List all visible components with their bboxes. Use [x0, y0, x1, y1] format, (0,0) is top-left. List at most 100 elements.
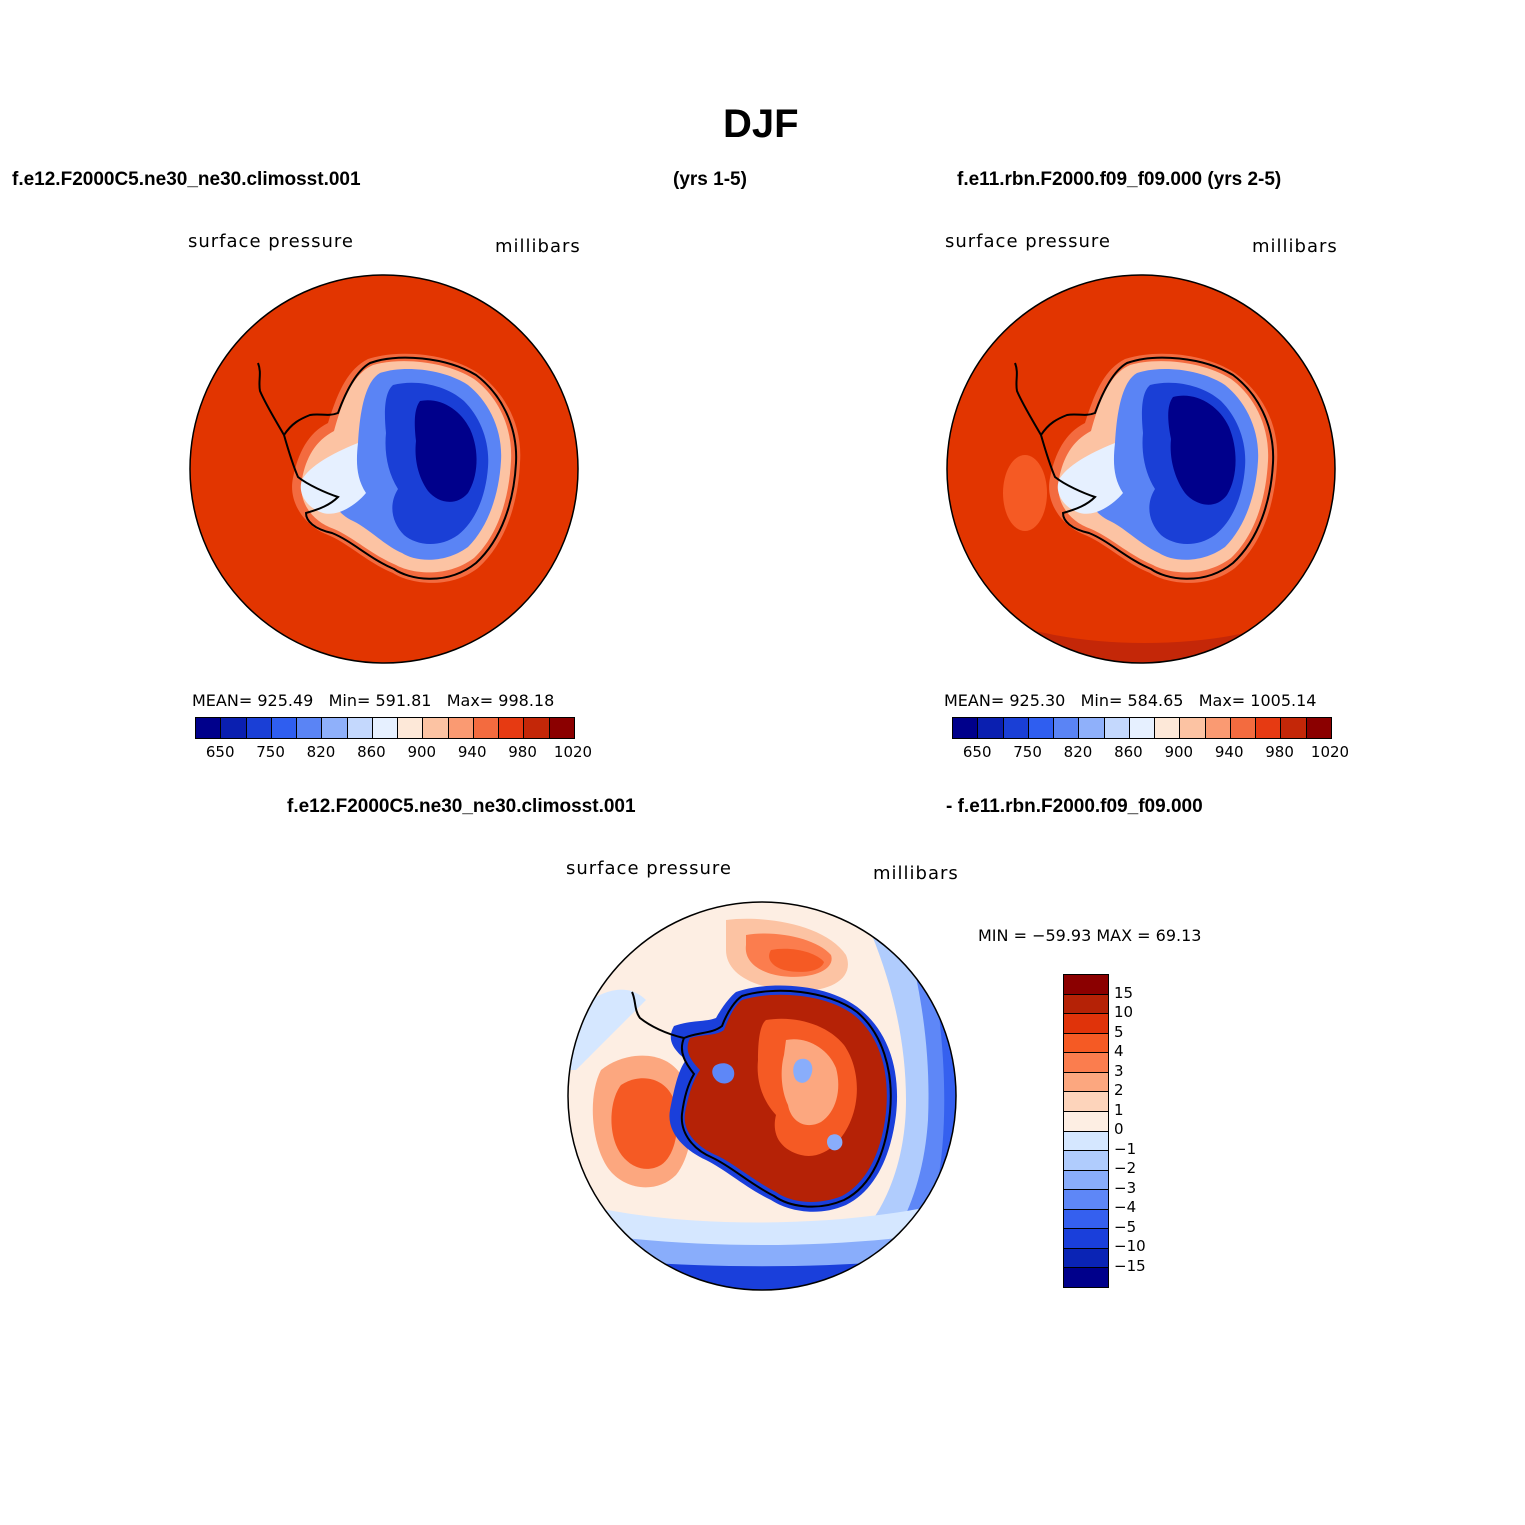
panel3-colorbar-swatch	[1064, 1170, 1108, 1191]
panel2-colorbar-tick-label: 860	[1114, 743, 1143, 761]
panel1-colorbar-swatch	[271, 718, 298, 738]
panel2-colorbar-tick-label: 900	[1164, 743, 1194, 761]
panel2-colorbar-swatch	[1256, 718, 1282, 738]
panel3-colorbar-swatch	[1064, 1111, 1108, 1132]
panel3-colorbar-tick-label: −5	[1114, 1217, 1137, 1236]
panel2-colorbar-tick-label: 1020	[1310, 743, 1350, 761]
panel3-colorbar-tick-label: 3	[1114, 1061, 1124, 1080]
panel3-colorbar-tick-label: 4	[1114, 1042, 1124, 1060]
panel1-colorbar-swatch	[499, 718, 525, 738]
panel1-colorbar-swatch	[423, 718, 449, 738]
panel1-colorbar-swatch	[448, 718, 474, 738]
panel2-colorbar-swatch	[978, 718, 1004, 738]
panel2-colorbar-swatch	[1028, 718, 1055, 738]
panel3-north-pos-core	[769, 948, 824, 972]
panel3-colorbar-tick-label: 2	[1114, 1081, 1124, 1099]
panel2-colorbar-tick-label: 980	[1265, 743, 1294, 761]
panel1-stats: MEAN= 925.49 Min= 591.81 Max= 998.18	[192, 691, 554, 710]
panel1-coastline	[282, 356, 518, 580]
panel1-colorbar-swatch	[221, 718, 247, 738]
panel3-colorbar-ticks: 15 10 5 4 3 2 1 0 −1 −2 −3 −4 −5 −10 −15	[1114, 974, 1174, 1286]
panel2-max-value: 1005.14	[1250, 691, 1317, 710]
top-left-years: (yrs 1-5)	[673, 169, 747, 190]
panel1-colorbar-swatch	[246, 718, 272, 738]
panel2-colorbar-swatch	[1155, 718, 1181, 738]
panel1-mean-value: 925.49	[257, 691, 314, 710]
panel1-max-value: 998.18	[498, 691, 555, 710]
panel1-colorbar-tick-label: 820	[306, 743, 336, 761]
panel2-colorbar	[952, 717, 1332, 739]
panel2-mean-value: 925.30	[1009, 691, 1066, 710]
panel3-colorbar-tick-label: −15	[1114, 1256, 1146, 1275]
panel3-units-label: millibars	[873, 863, 959, 884]
panel2-colorbar-swatch	[1180, 718, 1206, 738]
panel1-colorbar-tick-label: 940	[457, 743, 487, 761]
panel3-colorbar-swatch	[1064, 1092, 1108, 1112]
panel3-difference-map	[567, 901, 957, 1291]
panel3-colorbar-tick-label: −3	[1114, 1178, 1137, 1197]
top-left-case-title: f.e12.F2000C5.ne30_ne30.climosst.001	[12, 169, 361, 190]
panel3-colorbar-tick-label: 10	[1114, 1003, 1134, 1021]
panel3-colorbar-swatch	[1064, 1268, 1108, 1287]
panel1-colorbar-tick-label: 1020	[553, 743, 593, 761]
panel2-colorbar-tick-label: 940	[1214, 743, 1244, 761]
panel3-colorbar-swatch	[1064, 1190, 1108, 1210]
panel3-colorbar-tick-label: 1	[1114, 1100, 1124, 1119]
panel3-colorbar-swatch	[1064, 1151, 1108, 1171]
panel1-colorbar-tick-label: 900	[407, 743, 437, 761]
panel2-colorbar-tick-label: 820	[1063, 743, 1093, 761]
panel1-colorbar-tick-label: 650	[205, 743, 235, 761]
bottom-case-b-title: - f.e11.rbn.F2000.f09_f09.000	[946, 796, 1203, 817]
panel2-coastline	[1039, 356, 1275, 580]
panel1-colorbar-swatch	[372, 718, 399, 738]
panel1-colorbar-tick-label: 860	[357, 743, 386, 761]
panel1-variable-label: surface pressure	[188, 231, 354, 252]
panel3-colorbar	[1063, 974, 1109, 1288]
panel2-colorbar-swatch	[1079, 718, 1105, 738]
panel3-antarctica-pale	[781, 1039, 839, 1126]
panel3-colorbar-swatch	[1064, 1248, 1108, 1269]
panel1-colorbar-ticks: 650 750 820 860 900 940 980 1020	[195, 743, 592, 763]
panel3-colorbar-tick-label: 15	[1114, 983, 1134, 1002]
figure-title: DJF	[723, 102, 799, 146]
panel3-interior-blue-2	[712, 1063, 735, 1084]
top-right-case-title: f.e11.rbn.F2000.f09_f09.000 (yrs 2-5)	[957, 169, 1282, 190]
panel2-variable-label: surface pressure	[945, 231, 1111, 252]
panel2-colorbar-tick-label: 650	[962, 743, 992, 761]
panel3-coastline	[680, 989, 892, 1208]
panel2-min-value: 584.65	[1127, 691, 1184, 710]
panel2-colorbar-swatch	[1205, 718, 1231, 738]
panel3-colorbar-tick-label: 5	[1114, 1022, 1124, 1041]
panel1-max-label: Max=	[446, 691, 494, 710]
panel2-peninsula-coast	[1014, 362, 1042, 436]
panel3-colorbar-swatch	[1064, 975, 1108, 995]
panel2-colorbar-swatch	[1230, 718, 1257, 738]
panel1-colorbar-swatch	[196, 718, 222, 738]
panel1-colorbar-swatch	[347, 718, 373, 738]
panel1-polar-map	[189, 274, 579, 664]
panel3-colorbar-tick-label: −10	[1114, 1237, 1146, 1255]
panel2-polar-map	[946, 274, 1336, 664]
panel3-colorbar-swatch	[1064, 1072, 1108, 1093]
panel2-peninsula-white	[1057, 443, 1123, 514]
panel3-colorbar-swatch	[1064, 1209, 1108, 1230]
panel3-colorbar-tick-label: −1	[1114, 1139, 1137, 1158]
panel2-colorbar-swatch	[953, 718, 979, 738]
panel1-colorbar-swatch	[322, 718, 348, 738]
panel2-colorbar-tick-label: 750	[1013, 743, 1042, 761]
panel1-colorbar-swatch	[473, 718, 500, 738]
panel3-colorbar-swatch	[1064, 1033, 1108, 1054]
panel1-min-value: 591.81	[375, 691, 432, 710]
panel1-peninsula-white	[300, 443, 366, 514]
panel3-colorbar-tick-label: 0	[1114, 1120, 1124, 1138]
panel3-minmax: MIN = −59.93 MAX = 69.13	[978, 926, 1202, 945]
panel3-west-pos-core	[611, 1078, 678, 1169]
panel3-interior-blue-1	[793, 1058, 813, 1083]
panel1-colorbar-swatch	[524, 718, 550, 738]
panel3-interior-blue-3	[827, 1134, 843, 1151]
panel1-colorbar-swatch	[398, 718, 424, 738]
panel1-antarctica-core	[414, 400, 477, 502]
panel1-peninsula-coast	[257, 362, 285, 436]
panel2-colorbar-swatch	[1104, 718, 1130, 738]
panel3-colorbar-swatch	[1064, 1131, 1108, 1152]
